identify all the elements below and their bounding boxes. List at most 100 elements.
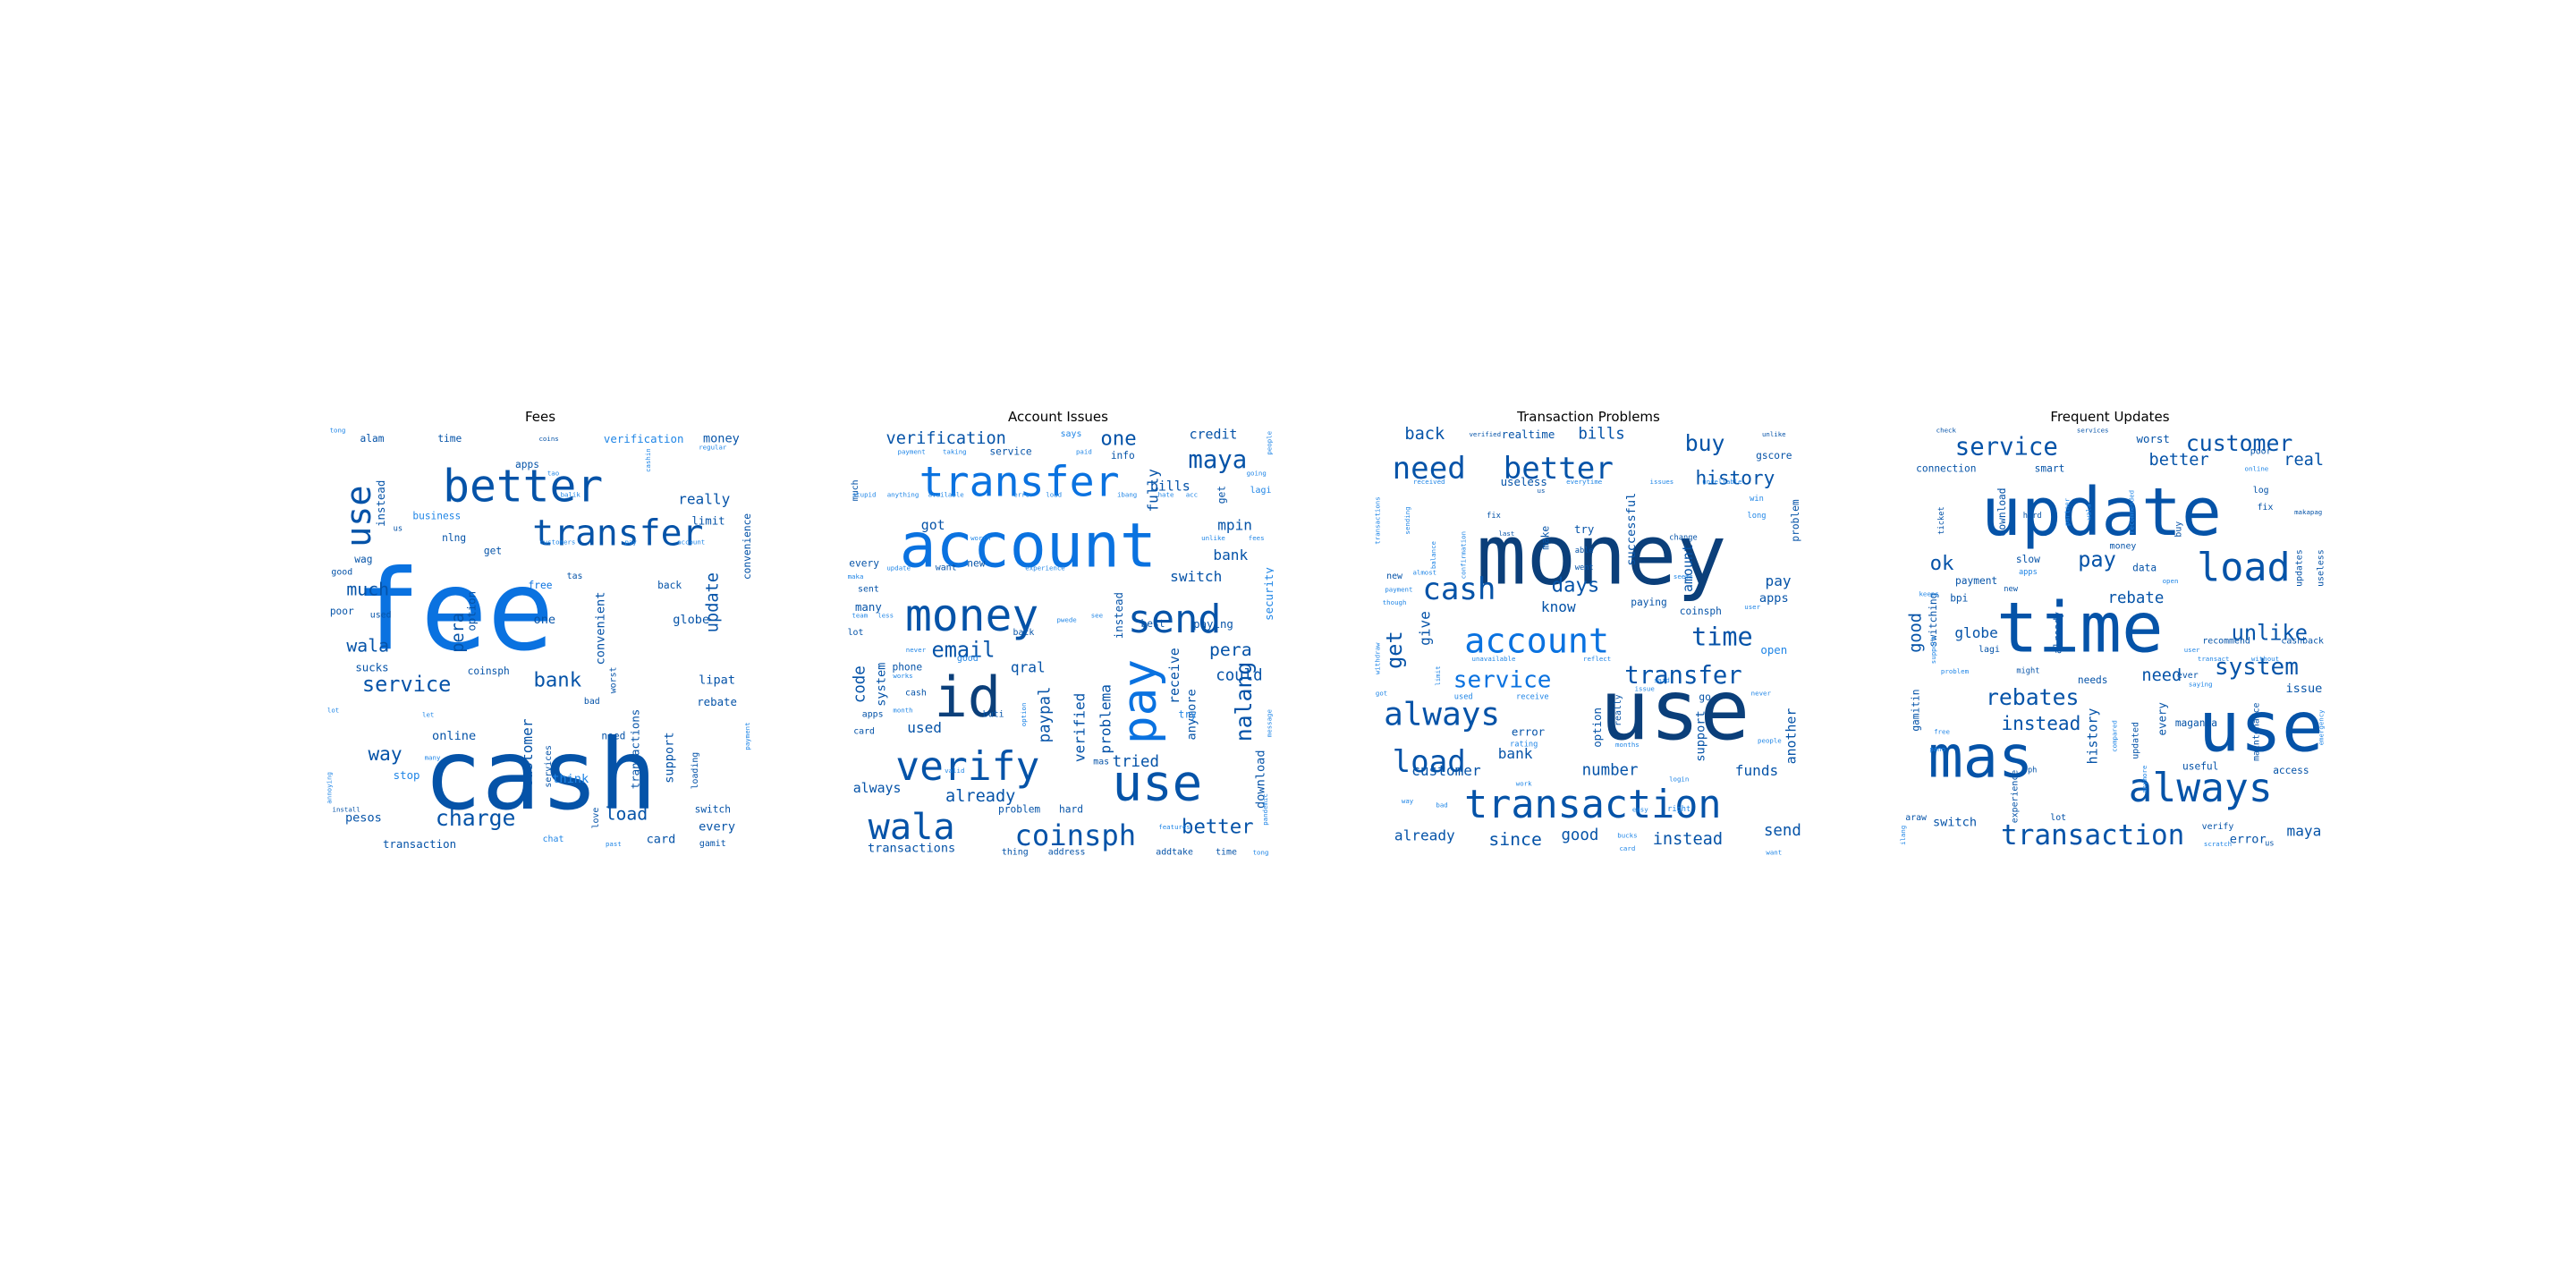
title-account-issues: Account Issues: [1008, 409, 1108, 425]
word-works: works: [893, 672, 912, 680]
word-successful: successful: [1624, 493, 1639, 566]
word-poor: poor: [330, 606, 354, 617]
word-fully: fully: [1145, 469, 1162, 513]
word-bank: bank: [1213, 547, 1248, 564]
word-months: months: [1615, 741, 1640, 749]
word-last: last: [1498, 530, 1514, 538]
word-code: code: [851, 665, 869, 703]
word-log: log: [2253, 486, 2269, 496]
word-unlike: unlike: [2232, 620, 2308, 645]
word-received: received: [1413, 478, 1445, 486]
word-open: open: [2163, 577, 2179, 585]
word-load: load: [1046, 491, 1062, 499]
word-let: let: [422, 710, 434, 718]
word-paid: paid: [1076, 447, 1092, 455]
word-pay: pay: [1766, 572, 1792, 589]
word-month: month: [893, 707, 912, 715]
word-worst: worst: [608, 667, 618, 694]
word-needs: needs: [2078, 674, 2108, 686]
word-option: option: [1020, 703, 1028, 727]
word-stupid: stupid: [852, 491, 877, 499]
word-transact: transact: [2198, 655, 2230, 663]
word-fees: fees: [1249, 534, 1265, 542]
word-access: access: [2273, 765, 2309, 776]
word-paying: paying: [1631, 597, 1666, 608]
word-gamitin: gamitin: [1911, 690, 1922, 732]
word-way: way: [368, 742, 402, 765]
word-online: online: [432, 729, 476, 743]
word-cashback: cashback: [2281, 637, 2324, 647]
word-maka: maka: [848, 572, 864, 580]
word-pay: pay: [2078, 547, 2116, 572]
word-payment: payment: [1955, 575, 1997, 587]
word-lot: lot: [2050, 813, 2066, 823]
word-better: better: [443, 461, 603, 513]
word-got: got: [921, 517, 945, 533]
word-transfer: transfer: [1624, 662, 1741, 690]
word-free: free: [1934, 728, 1950, 736]
word-unreliable: unreliable: [1702, 478, 1742, 486]
word-customer: customer: [2186, 430, 2292, 456]
word-many: many: [425, 754, 441, 762]
word-way: way: [1402, 797, 1414, 805]
word-wala: wala: [2084, 504, 2092, 520]
word-use: use: [1113, 755, 1203, 813]
word-id: id: [934, 665, 1001, 730]
word-us: us: [394, 525, 402, 534]
word-support: support: [1693, 710, 1707, 761]
word-funds: funds: [1735, 762, 1778, 779]
word-hard: hard: [1059, 804, 1083, 816]
word-partner: partner: [2063, 497, 2071, 526]
word-coinsph: coinsph: [1014, 818, 1136, 852]
word-user: user: [1744, 603, 1760, 611]
word-card: card: [853, 727, 875, 737]
word-think: think: [552, 772, 589, 786]
title-fees: Fees: [524, 409, 556, 425]
word-get: get: [1382, 631, 1407, 669]
word-said: said: [1654, 676, 1670, 684]
word-update: update: [1981, 473, 2222, 551]
word-already: already: [1394, 826, 1455, 843]
word-good: good: [331, 567, 352, 577]
word-experience: experience: [1025, 564, 1065, 572]
word-sucks: sucks: [355, 660, 388, 674]
word-people: people: [1758, 736, 1782, 744]
word-says: says: [1061, 429, 1082, 439]
word-send: send: [1764, 822, 1801, 840]
word-maya: maya: [2287, 823, 2322, 840]
word-regular: regular: [699, 444, 727, 452]
word-us: us: [2265, 840, 2274, 849]
word-pwede: pwede: [1056, 615, 1077, 623]
word-confirmation: confirmation: [1460, 531, 1468, 579]
word-account: account: [900, 512, 1157, 582]
word-check: check: [1936, 426, 1957, 434]
word-problema: problema: [1097, 684, 1114, 754]
word-maganda: maganda: [2175, 717, 2217, 729]
word-mas: mas: [1093, 758, 1109, 767]
word-used: used: [907, 719, 942, 736]
word-useless: useless: [2317, 549, 2326, 587]
word-issues: issues: [1650, 478, 1674, 486]
word-one: one: [1100, 428, 1136, 451]
word-withdraw: withdraw: [1373, 642, 1381, 674]
word-scratch: scratch: [2204, 840, 2232, 848]
word-apps: apps: [1759, 591, 1789, 606]
word-tried: tried: [1113, 753, 1159, 771]
word-used: used: [1454, 693, 1473, 702]
word-account: account: [1464, 622, 1609, 662]
word-option: option: [1590, 708, 1604, 748]
word-always: always: [853, 780, 902, 796]
word-phone: phone: [892, 661, 922, 673]
word-taking: taking: [943, 447, 967, 455]
word-online: online: [2245, 465, 2269, 473]
word-bucks: bucks: [1617, 831, 1637, 839]
word-people: people: [1266, 430, 1274, 454]
word-give: give: [1416, 611, 1433, 646]
word-need: need: [601, 731, 625, 742]
word-open: open: [1760, 643, 1787, 657]
word-see: see: [1091, 612, 1104, 620]
word-email: email: [931, 638, 995, 663]
word-verification: verification: [604, 432, 684, 445]
word-ph: ph: [2028, 767, 2037, 775]
word-send: send: [1128, 597, 1222, 642]
